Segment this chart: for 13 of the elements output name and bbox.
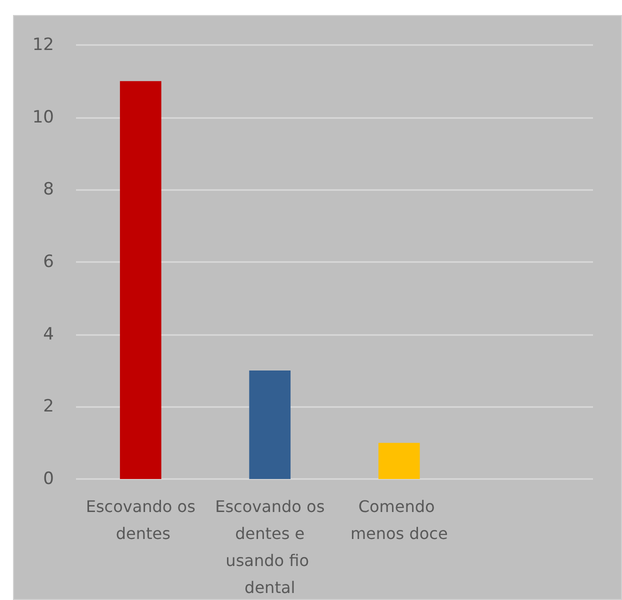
x-tick-label: Comendo menos doce	[350, 497, 448, 543]
bar	[120, 81, 162, 479]
y-tick-label: 8	[43, 180, 54, 200]
y-tick-label: 6	[43, 252, 54, 272]
bar	[378, 442, 420, 479]
bar	[249, 370, 291, 479]
y-tick-label: 12	[32, 35, 54, 55]
y-tick-label: 0	[43, 469, 54, 489]
y-tick-label: 2	[43, 396, 54, 417]
x-tick-label: Escovando os dentes e usando fio dental	[215, 497, 325, 597]
y-tick-label: 10	[32, 107, 54, 128]
x-tick-label: Escovando os dentes	[86, 497, 196, 543]
y-tick-label: 4	[43, 324, 54, 344]
